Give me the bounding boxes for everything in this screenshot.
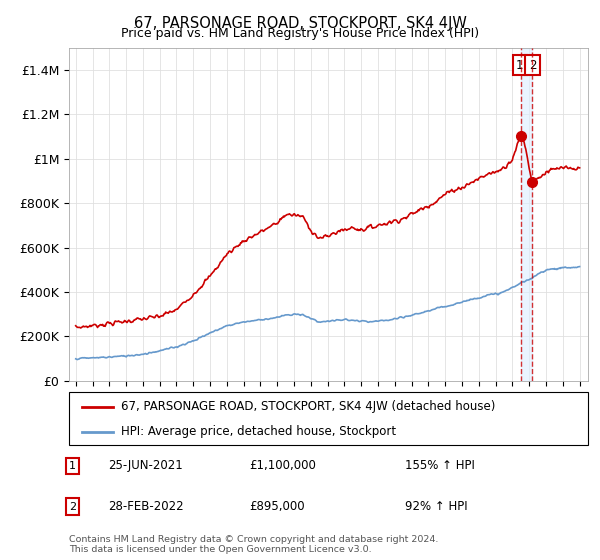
Text: Contains HM Land Registry data © Crown copyright and database right 2024.
This d: Contains HM Land Registry data © Crown c…: [69, 535, 439, 554]
Text: 25-JUN-2021: 25-JUN-2021: [108, 459, 183, 473]
Text: 1: 1: [516, 59, 524, 72]
Text: 67, PARSONAGE ROAD, STOCKPORT, SK4 4JW (detached house): 67, PARSONAGE ROAD, STOCKPORT, SK4 4JW (…: [121, 400, 495, 413]
Text: Price paid vs. HM Land Registry's House Price Index (HPI): Price paid vs. HM Land Registry's House …: [121, 27, 479, 40]
Text: 92% ↑ HPI: 92% ↑ HPI: [405, 500, 467, 514]
Text: 155% ↑ HPI: 155% ↑ HPI: [405, 459, 475, 473]
Text: HPI: Average price, detached house, Stockport: HPI: Average price, detached house, Stoc…: [121, 426, 396, 438]
Text: 67, PARSONAGE ROAD, STOCKPORT, SK4 4JW: 67, PARSONAGE ROAD, STOCKPORT, SK4 4JW: [134, 16, 466, 31]
Text: 2: 2: [529, 59, 536, 72]
Text: £1,100,000: £1,100,000: [249, 459, 316, 473]
Text: 2: 2: [69, 502, 76, 512]
Text: £895,000: £895,000: [249, 500, 305, 514]
Text: 1: 1: [69, 461, 76, 471]
FancyBboxPatch shape: [69, 392, 588, 445]
Text: 28-FEB-2022: 28-FEB-2022: [108, 500, 184, 514]
Bar: [521, 48, 532, 381]
